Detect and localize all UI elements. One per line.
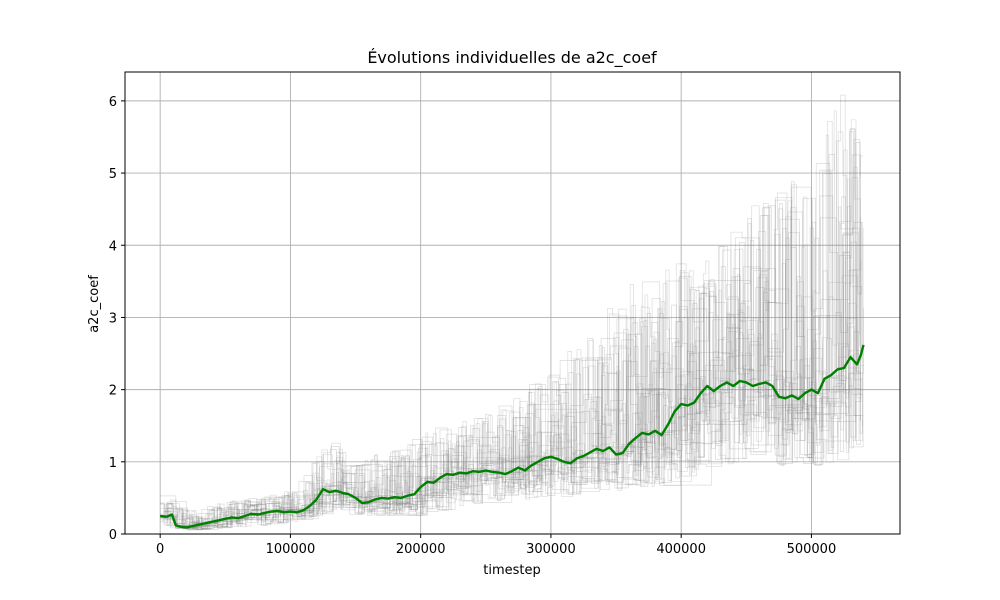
x-axis-label: timestep [483,563,541,578]
individual-run-line [160,120,862,530]
individual-run-line [160,178,864,529]
individual-run-line [160,110,863,527]
individual-run-line [160,142,861,530]
individual-run-line [160,200,864,530]
individual-run-line [160,218,863,530]
y-tick-label: 2 [109,384,117,399]
y-tick-label: 0 [109,528,117,543]
y-tick-label: 1 [109,456,117,471]
y-tick-label: 3 [109,311,117,326]
x-tick-label: 400000 [656,542,706,557]
individual-run-line [160,170,862,529]
x-axis: 0 100000 200000 300000 400000 500000 [156,534,836,557]
y-axis-label: a2c_coef [87,275,102,333]
individual-run-line [160,94,861,530]
x-tick-label: 200000 [396,542,446,557]
x-tick-label: 100000 [266,542,316,557]
individual-run-line [160,184,863,530]
individual-run-line [160,217,863,529]
x-tick-label: 300000 [526,542,576,557]
individual-runs [160,94,864,531]
individual-run-line [160,155,864,528]
individual-run-line [160,128,863,528]
individual-run-line [160,276,860,529]
mean-series [160,344,865,529]
individual-run-line [160,163,860,529]
individual-run-line [160,180,862,530]
y-tick-label: 4 [109,239,117,254]
x-tick-label: 0 [156,542,164,557]
y-tick-label: 6 [109,95,117,110]
individual-run-line [160,206,862,530]
grid [125,72,900,535]
y-tick-label: 5 [109,167,117,182]
individual-run-line [160,227,864,528]
x-tick-label: 500000 [787,542,837,557]
individual-run-line [160,154,861,527]
individual-run-line [160,173,864,529]
individual-run-line [160,131,861,529]
y-axis: 0 1 2 3 4 5 6 [109,95,125,543]
chart-title: Évolutions individuelles de a2c_coef [367,48,657,68]
plot-area-frame [124,71,901,535]
individual-run-line [160,138,860,529]
mean-line [160,344,865,529]
individual-run-line [160,241,862,530]
individual-run-line [160,177,862,531]
individual-run-line [160,215,861,529]
